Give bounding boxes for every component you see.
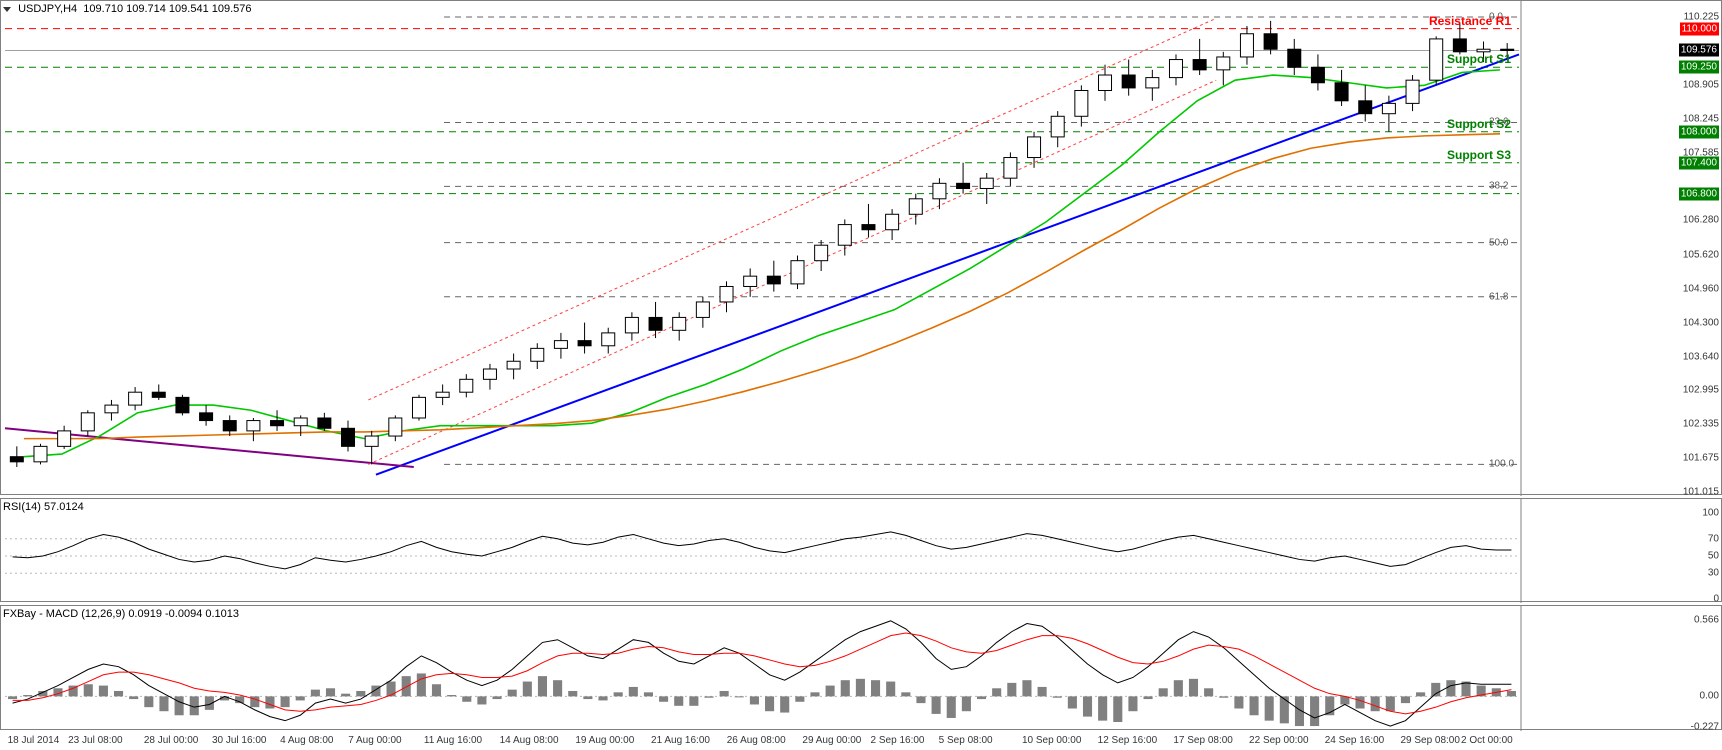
price-tick: 108.905: [1683, 80, 1719, 91]
price-tick: 104.300: [1683, 317, 1719, 328]
price-tick: 101.015: [1683, 487, 1719, 498]
time-tick: 19 Aug 00:00: [575, 735, 634, 746]
time-tick: 11 Aug 16:00: [424, 735, 482, 746]
rsi-tick: 70: [1708, 533, 1719, 544]
price-tick: 106.280: [1683, 215, 1719, 226]
time-tick: 10 Sep 00:00: [1022, 735, 1082, 746]
fib-label: 50.0: [1489, 237, 1508, 248]
rsi-title: RSI(14) 57.0124: [3, 501, 84, 513]
time-tick: 23 Jul 08:00: [68, 735, 123, 746]
dropdown-icon[interactable]: [3, 7, 11, 12]
time-axis: 18 Jul 2014 23 Jul 08:00 28 Jul 00:00 30 Ju…: [0, 730, 1722, 748]
time-tick: 22 Sep 00:00: [1249, 735, 1309, 746]
price-tick: 102.335: [1683, 418, 1719, 429]
rsi-tick: 50: [1708, 551, 1719, 562]
time-tick: 2 Oct 00:00: [1461, 735, 1513, 746]
time-tick: 28 Jul 00:00: [144, 735, 199, 746]
symbol-label: USDJPY,H4: [18, 3, 77, 15]
time-tick: 17 Sep 08:00: [1173, 735, 1233, 746]
level-price-box: 106.800: [1679, 187, 1719, 200]
time-tick: 26 Aug 08:00: [727, 735, 786, 746]
price-panel[interactable]: USDJPY,H4 109.710 109.714 109.541 109.57…: [0, 0, 1722, 495]
time-tick: 30 Jul 16:00: [212, 735, 267, 746]
macd-panel[interactable]: FXBay - MACD (12,26,9) 0.0919 -0.0094 0.…: [0, 605, 1722, 730]
rsi-panel[interactable]: RSI(14) 57.0124 100 70 50 30 0: [0, 498, 1722, 602]
time-tick: 21 Aug 16:00: [651, 735, 710, 746]
time-tick: 12 Sep 16:00: [1098, 735, 1158, 746]
level-price-box: 110.000: [1680, 22, 1719, 35]
level-label: Resistance R1: [1429, 14, 1511, 28]
time-tick: 4 Aug 08:00: [280, 735, 333, 746]
price-tick: 105.620: [1683, 249, 1719, 260]
price-tick: 104.960: [1683, 283, 1719, 294]
ohlc-label: 109.710 109.714 109.541 109.576: [83, 3, 251, 15]
rsi-tick: 30: [1708, 568, 1719, 579]
level-label: Support S3: [1447, 148, 1511, 162]
rsi-tick: 100: [1702, 508, 1719, 519]
time-tick: 7 Aug 00:00: [348, 735, 401, 746]
level-price-box: 107.400: [1679, 156, 1719, 169]
macd-svg: [1, 606, 1722, 731]
price-tick: 101.675: [1683, 452, 1719, 463]
fib-label: 38.2: [1489, 181, 1508, 192]
rsi-tick: 0: [1713, 594, 1719, 605]
time-tick: 29 Aug 00:00: [802, 735, 861, 746]
time-tick: 5 Sep 08:00: [939, 735, 993, 746]
time-tick: 18 Jul 2014: [8, 735, 60, 746]
macd-tick: 0.566: [1694, 615, 1719, 626]
current-price-box: 109.576: [1679, 44, 1719, 57]
time-tick: 2 Sep 16:00: [871, 735, 925, 746]
price-tick: 102.995: [1683, 384, 1719, 395]
level-label: Support S1: [1447, 52, 1511, 66]
price-tick: 103.640: [1683, 351, 1719, 362]
chart-frame: USDJPY,H4 109.710 109.714 109.541 109.57…: [0, 0, 1722, 750]
macd-title: FXBay - MACD (12,26,9) 0.0919 -0.0094 0.…: [3, 608, 239, 620]
macd-tick: 0.00: [1700, 691, 1719, 702]
level-label: Support S2: [1447, 117, 1511, 131]
fib-label: 61.8: [1489, 291, 1508, 302]
price-svg: [1, 1, 1722, 496]
level-price-box: 109.250: [1679, 61, 1719, 74]
chart-title: USDJPY,H4 109.710 109.714 109.541 109.57…: [3, 3, 252, 15]
level-price-box: 108.000: [1679, 125, 1719, 138]
price-tick: 108.245: [1683, 114, 1719, 125]
time-tick: 29 Sep 08:00: [1400, 735, 1460, 746]
rsi-svg: [1, 499, 1722, 603]
time-tick: 24 Sep 16:00: [1325, 735, 1385, 746]
price-tick: 110.225: [1684, 12, 1719, 23]
time-tick: 14 Aug 08:00: [500, 735, 559, 746]
fib-label: 100.0: [1489, 459, 1514, 470]
